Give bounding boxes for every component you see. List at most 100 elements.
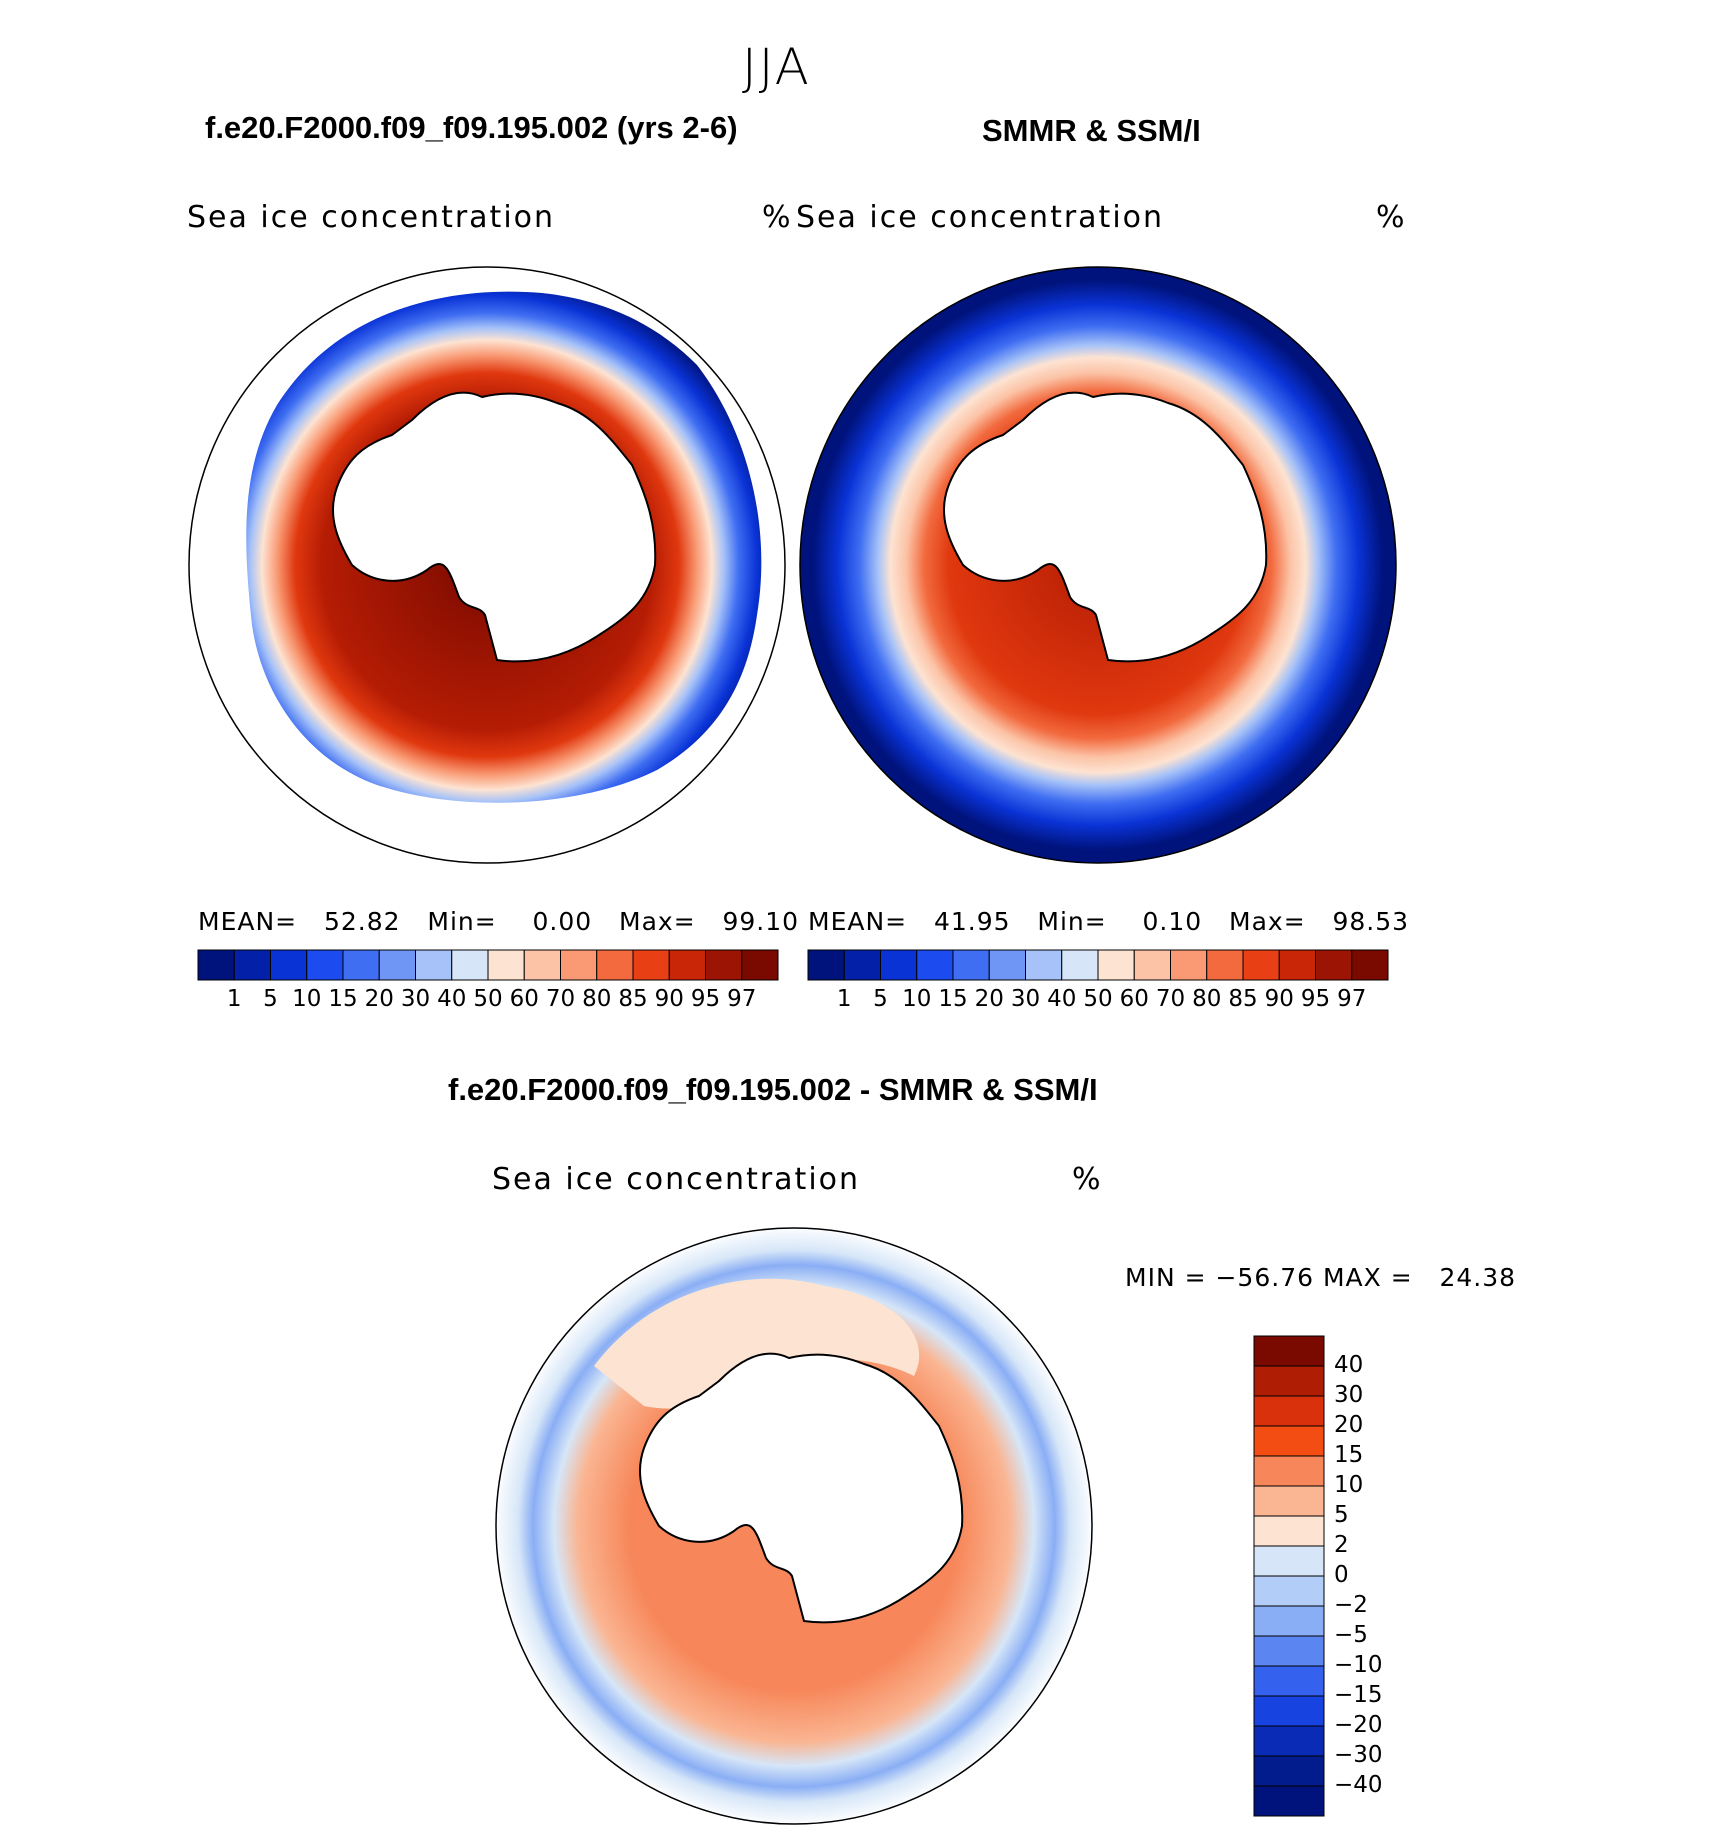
colorbar-tick-label: 30 xyxy=(400,986,431,1012)
colorbar-tick-label: 20 xyxy=(364,986,394,1012)
obs-title: SMMR & SSM/I xyxy=(982,113,1201,148)
colorbar-tick-label: 15 xyxy=(1334,1442,1364,1468)
season-title: JJA xyxy=(742,38,811,96)
colorbar-tick-label: 40 xyxy=(1047,986,1077,1012)
model-stats: MEAN= 52.82 Min= 0.00 Max= 99.10 xyxy=(198,907,799,936)
colorbar-tick-label: −10 xyxy=(1334,1652,1383,1678)
colorbar-swatch xyxy=(197,949,235,981)
model-max-label: Max= xyxy=(619,907,696,936)
colorbar-tick-label: −40 xyxy=(1334,1772,1383,1798)
colorbar-tick-label: 30 xyxy=(1334,1382,1364,1408)
units-label-diff: % xyxy=(1072,1162,1103,1197)
colorbar-tick-label: 80 xyxy=(1192,986,1222,1012)
colorbar-tick-label: 85 xyxy=(618,986,648,1012)
colorbar-swatch xyxy=(596,949,634,981)
obs-max-label: Max= xyxy=(1229,907,1306,936)
colorbar-tick-label: 15 xyxy=(938,986,968,1012)
colorbar-swatch xyxy=(1253,1605,1325,1637)
colorbar-tick-label: 70 xyxy=(1155,986,1186,1012)
colorbar-swatch xyxy=(1315,949,1353,981)
colorbar-tick-label: 5 xyxy=(1334,1502,1349,1528)
obs-mean-label: MEAN= xyxy=(808,907,908,936)
colorbar-swatch xyxy=(1253,1425,1325,1457)
colorbar-swatch xyxy=(880,949,918,981)
diff-title: f.e20.F2000.f09_f09.195.002 - SMMR & SSM… xyxy=(448,1072,1098,1107)
colorbar-tick-label: 70 xyxy=(545,986,576,1012)
obs-polar-map xyxy=(799,266,1397,864)
colorbar-tick-label: −5 xyxy=(1334,1622,1368,1648)
colorbar-swatch xyxy=(233,949,271,981)
colorbar-tick-label: 40 xyxy=(1334,1352,1364,1378)
colorbar-tick-label: 20 xyxy=(974,986,1004,1012)
colorbar-swatch xyxy=(632,949,670,981)
colorbar-swatch xyxy=(1253,1365,1325,1397)
colorbar-tick-label: 90 xyxy=(654,986,684,1012)
colorbar-swatch xyxy=(1278,949,1316,981)
colorbar-swatch xyxy=(1253,1455,1325,1487)
colorbar-tick-label: 15 xyxy=(328,986,358,1012)
colorbar-swatch xyxy=(668,949,706,981)
colorbar-swatch xyxy=(1253,1755,1325,1787)
colorbar-tick-label: 5 xyxy=(263,986,278,1012)
colorbar-swatch xyxy=(1253,1665,1325,1697)
colorbar-swatch xyxy=(1253,1335,1325,1367)
colorbar-tick-label: 10 xyxy=(292,986,322,1012)
colorbar-tick-label: 2 xyxy=(1334,1532,1349,1558)
diff-colorbar: 40 30 20 15 10 5 2 0 −2 −5 −10 −15 −20 −30 −40 xyxy=(1253,1335,1414,1817)
colorbar-swatch xyxy=(378,949,416,981)
colorbar-swatch xyxy=(741,949,779,981)
colorbar-tick-label: 30 xyxy=(1010,986,1041,1012)
colorbar-tick-label: 97 xyxy=(727,986,757,1012)
units-label-left: % xyxy=(762,200,793,235)
obs-min-value: 0.10 xyxy=(1142,907,1203,936)
model-colorbar-swatches xyxy=(197,949,779,981)
variable-label-diff: Sea ice concentration xyxy=(492,1162,861,1197)
colorbar-swatch xyxy=(1133,949,1171,981)
colorbar-swatch xyxy=(1351,949,1389,981)
colorbar-swatch xyxy=(988,949,1026,981)
model-colorbar: 1 5 10 15 20 30 40 50 60 70 80 85 90 95 97 xyxy=(197,949,779,1012)
colorbar-swatch xyxy=(1061,949,1099,981)
model-min-value: 0.00 xyxy=(532,907,593,936)
diff-minmax: MIN = −56.76 MAX = 24.38 xyxy=(1125,1263,1517,1292)
variable-label-right: Sea ice concentration xyxy=(796,200,1165,235)
model-polar-map xyxy=(188,266,786,864)
diff-colorbar-labels: 40 30 20 15 10 5 2 0 −2 −5 −10 −15 −20 −30 −40 xyxy=(1334,1336,1414,1816)
obs-stats: MEAN= 41.95 Min= 0.10 Max= 98.53 xyxy=(808,907,1409,936)
colorbar-swatch xyxy=(306,949,344,981)
obs-min-label: Min= xyxy=(1037,907,1107,936)
colorbar-swatch xyxy=(1253,1515,1325,1547)
colorbar-tick-label: −20 xyxy=(1334,1712,1383,1738)
colorbar-tick-label: 60 xyxy=(1119,986,1149,1012)
colorbar-tick-label: −2 xyxy=(1334,1592,1368,1618)
colorbar-tick-label: 10 xyxy=(1334,1472,1364,1498)
variable-label-left: Sea ice concentration xyxy=(187,200,556,235)
colorbar-tick-label: 1 xyxy=(836,986,852,1012)
colorbar-tick-label: 20 xyxy=(1334,1412,1364,1438)
colorbar-swatch xyxy=(1206,949,1244,981)
colorbar-tick-label: 60 xyxy=(509,986,539,1012)
colorbar-swatch xyxy=(1253,1695,1325,1727)
model-mean-label: MEAN= xyxy=(198,907,298,936)
colorbar-tick-label: 5 xyxy=(873,986,888,1012)
colorbar-tick-label: 10 xyxy=(902,986,932,1012)
colorbar-swatch xyxy=(1253,1395,1325,1427)
model-min-label: Min= xyxy=(427,907,497,936)
obs-colorbar: 1 5 10 15 20 30 40 50 60 70 80 85 90 95 97 xyxy=(807,949,1389,1012)
obs-mean-value: 41.95 xyxy=(933,907,1011,936)
model-title: f.e20.F2000.f09_f09.195.002 (yrs 2-6) xyxy=(205,110,738,145)
colorbar-tick-label: −30 xyxy=(1334,1742,1383,1768)
colorbar-swatch xyxy=(451,949,489,981)
colorbar-tick-label: 1 xyxy=(226,986,242,1012)
model-max-value: 99.10 xyxy=(722,907,800,936)
colorbar-tick-label: 50 xyxy=(1083,986,1113,1012)
colorbar-swatch xyxy=(1253,1725,1325,1757)
colorbar-tick-label: 50 xyxy=(473,986,503,1012)
colorbar-swatch xyxy=(270,949,308,981)
colorbar-swatch xyxy=(1025,949,1063,981)
colorbar-swatch xyxy=(487,949,525,981)
colorbar-swatch xyxy=(1253,1545,1325,1577)
colorbar-swatch xyxy=(1170,949,1208,981)
colorbar-swatch xyxy=(843,949,881,981)
colorbar-swatch xyxy=(415,949,453,981)
